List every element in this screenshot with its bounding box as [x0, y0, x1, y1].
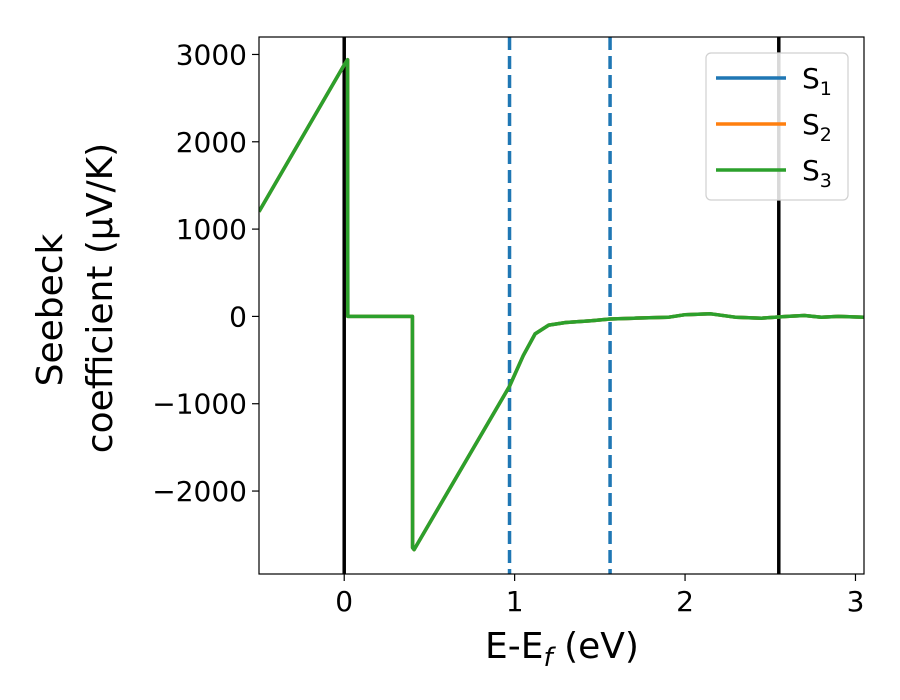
legend-label-s2: S2 — [802, 108, 832, 146]
x-tick-label: 0 — [335, 585, 353, 618]
y-tick-label: −1000 — [152, 388, 247, 421]
x-tick-label: 1 — [506, 585, 524, 618]
legend-label-s1: S1 — [802, 62, 832, 100]
x-axis-label-unit: (eV) — [553, 626, 639, 667]
y-axis-label-line2: coefficient (μV/K) — [80, 143, 121, 453]
y-tick-label: 2000 — [176, 126, 247, 159]
series-line-s3 — [259, 57, 864, 552]
ticks: 0 1 2 3 3000 2000 1000 0 −1000 −2000 — [152, 38, 864, 618]
x-axis-label: E-Ef (eV) — [485, 626, 639, 673]
plot-frame — [258, 36, 865, 575]
y-axis-label-line1: Seebeck — [30, 233, 71, 386]
y-tick-label: 3000 — [176, 38, 247, 71]
legend: S1 S2 S3 — [705, 52, 849, 201]
x-tick-label: 3 — [847, 585, 865, 618]
legend-box — [705, 52, 849, 201]
plot-area — [259, 37, 864, 574]
x-axis-label-main: E-E — [485, 626, 543, 667]
legend-label-s3: S3 — [802, 154, 832, 192]
x-tick-label: 2 — [676, 585, 694, 618]
y-tick-label: 0 — [229, 300, 247, 333]
plot-content — [259, 37, 864, 574]
y-tick-label: 1000 — [176, 213, 247, 246]
y-tick-label: −2000 — [152, 475, 247, 508]
